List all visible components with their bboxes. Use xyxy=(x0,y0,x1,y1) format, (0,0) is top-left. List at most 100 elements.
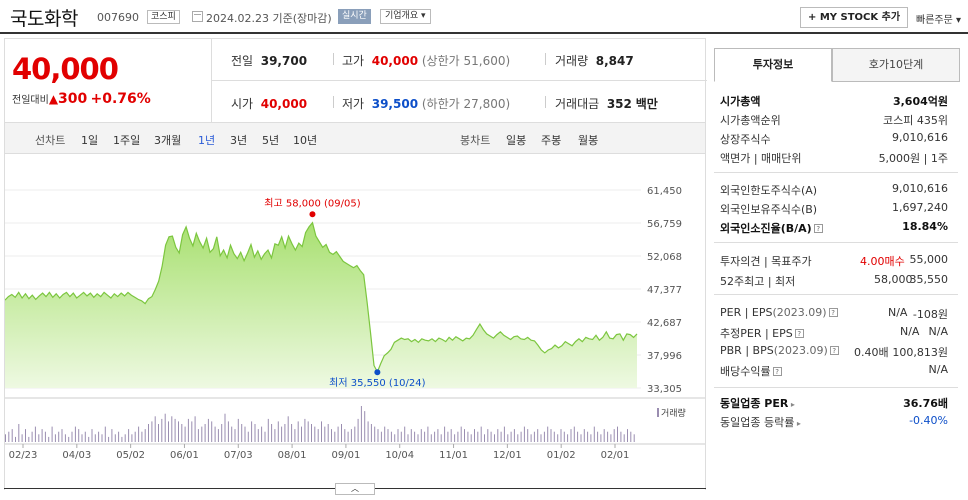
price-area xyxy=(5,222,637,388)
y-tick-label: 61,450 xyxy=(647,186,682,197)
volume-bar xyxy=(48,436,50,442)
volume-bar xyxy=(31,431,33,442)
chevron-down-icon: ▾ xyxy=(421,11,426,21)
tab-10y[interactable]: 10년 xyxy=(293,134,318,147)
x-tick-label: 07/03 xyxy=(224,450,253,461)
up-triangle-icon: ▲ xyxy=(48,92,59,106)
volume-bar xyxy=(111,429,113,442)
help-icon[interactable]: ? xyxy=(828,308,838,317)
prev-value: 39,700 xyxy=(260,54,308,68)
tab-hoga-10[interactable]: 호가10단계 xyxy=(832,48,960,82)
high-value: 40,000 xyxy=(371,54,419,68)
min-marker xyxy=(374,369,381,376)
volume-bar xyxy=(174,418,176,442)
volume-bar xyxy=(580,434,582,442)
volume-bar xyxy=(390,431,392,442)
volume-bar xyxy=(440,434,442,442)
my-stock-add-button[interactable]: + MY STOCK 추가 xyxy=(800,7,909,28)
price-line xyxy=(5,221,638,374)
volume-bar xyxy=(74,426,76,442)
volume-bar xyxy=(78,429,80,442)
y-tick-label: 42,687 xyxy=(647,318,682,329)
open-price: 시가 40,000 xyxy=(231,95,307,112)
volume-bar xyxy=(64,434,66,442)
volume-bar xyxy=(181,424,183,442)
volume-bar xyxy=(377,429,379,442)
collapse-chart-button[interactable]: ︿ xyxy=(335,483,375,495)
price-chart-svg: 61,450 56,759 52,068 47,377 42,687 37,996 33,3… xyxy=(5,186,705,461)
info-row: PBR | BPS(2023.09)? 0.40배 100,813원 xyxy=(720,344,948,360)
tab-3m[interactable]: 3개월 xyxy=(154,134,182,147)
volume-bar xyxy=(68,436,70,442)
price-change: 전일대비▲300 +0.76% xyxy=(12,91,151,107)
target-price: 55,000 xyxy=(909,253,949,266)
volume-bar xyxy=(21,434,23,442)
tab-1w[interactable]: 1주일 xyxy=(113,134,141,147)
volume-bar xyxy=(447,431,449,442)
volume-bar xyxy=(560,429,562,442)
volume-bar xyxy=(464,429,465,442)
caret-right-icon: ▸ xyxy=(794,419,801,428)
volume-bar xyxy=(513,429,515,442)
info-label: 투자의견 | 목표주가 xyxy=(720,255,812,268)
volume-bar xyxy=(211,421,213,442)
volume-bar xyxy=(370,424,372,442)
chart-period-tabs: 선차트 1일 1주일 3개월 1년 3년 5년 10년 봉차트 일봉 주봉 월봉 xyxy=(4,122,706,154)
volume-bar xyxy=(613,429,615,442)
price-chart[interactable]: 61,450 56,759 52,068 47,377 42,687 37,996 33,3… xyxy=(4,154,706,490)
volume-bar xyxy=(234,429,236,442)
tab-5y[interactable]: 5년 xyxy=(262,134,280,147)
volume-bar xyxy=(417,434,419,442)
volume-bar xyxy=(400,431,402,442)
volume-bar xyxy=(267,418,269,442)
volume-bar xyxy=(15,436,16,442)
quote-date: 2024.02.23 기준(장마감) xyxy=(206,10,332,26)
volume-bar xyxy=(101,434,103,442)
company-overview-dropdown[interactable]: 기업개요 ▾ xyxy=(380,9,431,24)
volume-bar xyxy=(407,434,409,442)
volume-bar xyxy=(274,429,276,442)
tab-monthly[interactable]: 월봉 xyxy=(578,134,599,147)
volume-bar xyxy=(51,426,53,442)
volume-bar xyxy=(567,434,569,442)
tab-1d[interactable]: 1일 xyxy=(81,134,99,147)
volume-bar xyxy=(627,429,628,442)
tab-1y[interactable]: 1년 xyxy=(198,134,216,147)
volume-bar xyxy=(444,426,446,442)
volume-bar xyxy=(207,418,209,442)
info-value: 9,010,616 xyxy=(892,131,948,144)
date-suffix: 기준(장마감) xyxy=(272,12,332,25)
volume-bar xyxy=(307,421,309,442)
divider xyxy=(333,96,334,108)
volume-bar xyxy=(244,426,246,442)
x-tick-label: 02/01 xyxy=(601,450,630,461)
open-value: 40,000 xyxy=(260,97,308,111)
dividend-value: N/A xyxy=(928,363,948,376)
realtime-button[interactable]: 실시간 xyxy=(338,9,371,24)
volume-bar xyxy=(341,424,342,442)
tab-weekly[interactable]: 주봉 xyxy=(541,134,562,147)
volume-bar xyxy=(204,424,206,442)
volume-bar xyxy=(387,429,389,442)
help-icon[interactable]: ? xyxy=(829,346,839,355)
tab-3y[interactable]: 3년 xyxy=(230,134,248,147)
volume-bar xyxy=(114,434,116,442)
change-value: 300 xyxy=(58,91,88,107)
volume-bar xyxy=(154,416,156,442)
volume-bar xyxy=(304,418,306,442)
tab-daily[interactable]: 일봉 xyxy=(506,134,527,147)
volume-bar xyxy=(224,413,226,442)
help-icon[interactable]: ? xyxy=(794,329,804,338)
amount-value: 352 xyxy=(606,97,632,111)
x-tick-label: 11/01 xyxy=(439,450,468,461)
volume-bar xyxy=(533,431,535,442)
quick-order-link[interactable]: 빠른주문 ▾ xyxy=(916,11,961,26)
open-label: 시가 xyxy=(231,97,254,111)
volume-bar xyxy=(380,431,382,442)
volume-bar xyxy=(104,426,106,442)
help-icon[interactable]: ? xyxy=(813,224,823,233)
help-icon[interactable]: ? xyxy=(772,367,782,376)
volume-bar xyxy=(384,426,386,442)
chevron-up-icon: ︿ xyxy=(351,484,359,493)
tab-investment-info[interactable]: 투자정보 xyxy=(714,48,832,82)
